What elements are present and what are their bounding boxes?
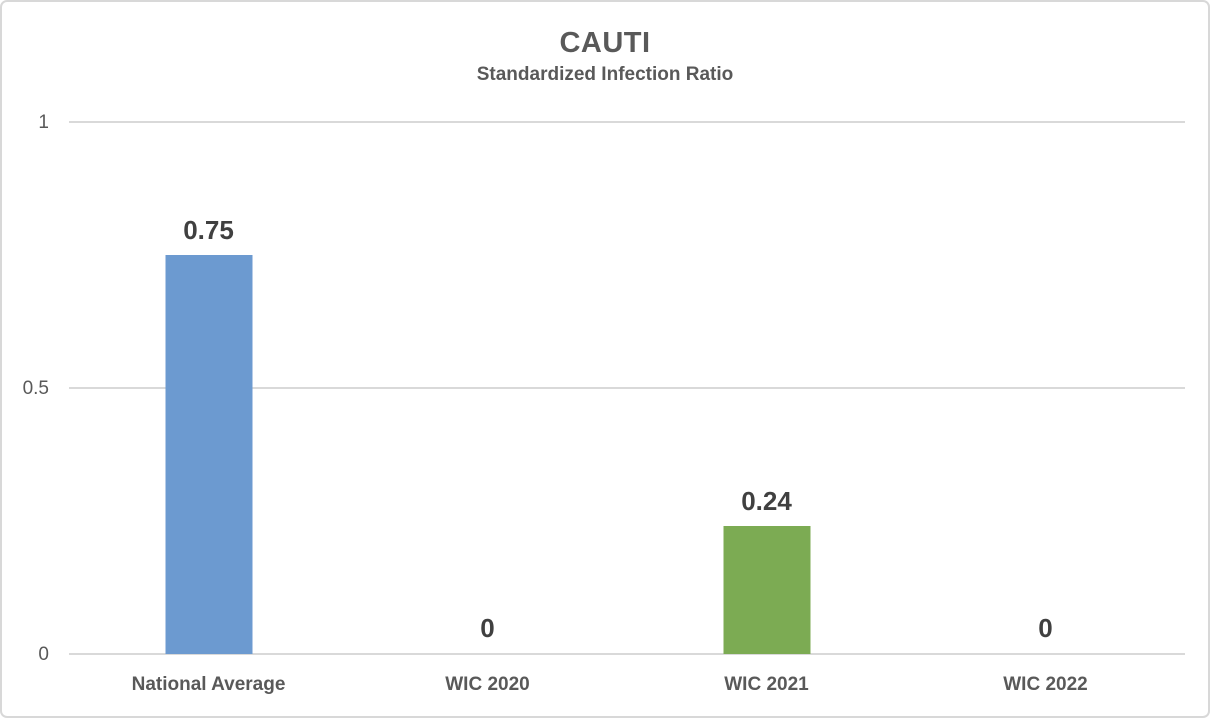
x-axis-labels: National Average WIC 2020 WIC 2021 WIC 2022 (69, 674, 1185, 696)
category-label-1: National Average (131, 674, 286, 695)
y-axis-tick-label: 0 (38, 644, 49, 665)
data-label-3: 0.24 (741, 486, 792, 517)
bar-column-2: 0 (348, 122, 627, 654)
bar-1 (165, 255, 252, 654)
y-axis-tick-label: 0.5 (22, 378, 49, 399)
data-label-4: 0 (1038, 613, 1053, 643)
bar-column-1: 0.75 (69, 122, 348, 654)
gridline-y-0.5 (69, 387, 1185, 389)
plot-area: 0.75 0 0.24 0 (69, 121, 1185, 655)
chart-subtitle: Standardized Infection Ratio (476, 64, 734, 85)
category-label-2: WIC 2020 (445, 674, 530, 695)
category-label-4: WIC 2022 (1003, 674, 1088, 695)
bar-3 (723, 526, 810, 654)
gridline-y-1 (69, 121, 1185, 123)
bar-column-4: 0 (906, 122, 1185, 654)
gridline-y-0 (69, 653, 1185, 655)
bar-column-3: 0.24 (627, 122, 906, 654)
chart-title: CAUTI (559, 27, 651, 59)
category-label-3: WIC 2021 (724, 674, 809, 695)
y-axis-tick-label: 1 (38, 112, 49, 133)
data-label-2: 0 (480, 613, 495, 643)
data-label-1: 0.75 (183, 215, 234, 245)
